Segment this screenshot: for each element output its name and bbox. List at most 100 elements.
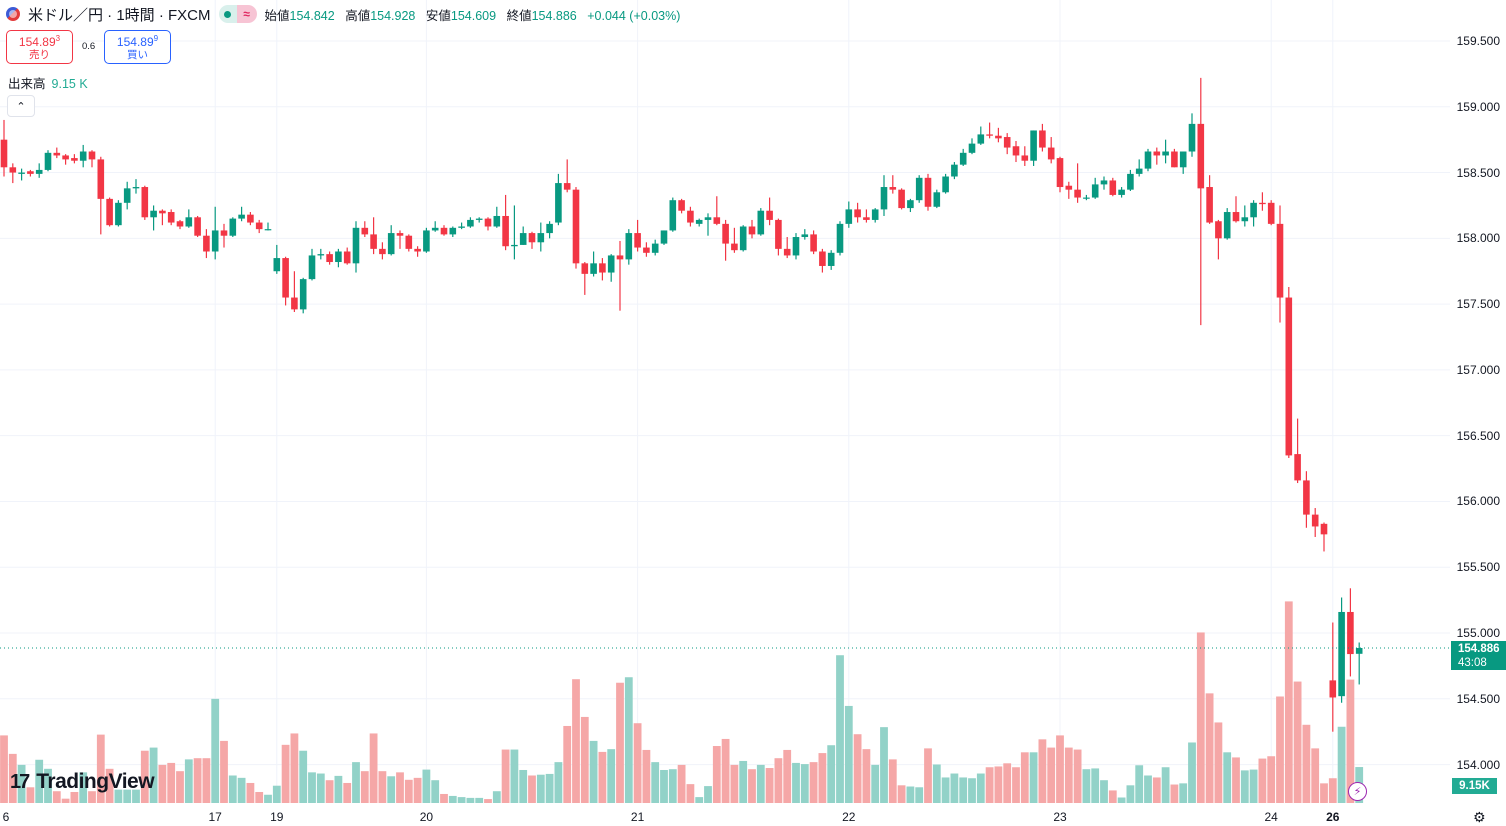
candle-body [863, 217, 870, 220]
volume-bar [448, 795, 457, 803]
candle [273, 244, 281, 274]
candle [1144, 148, 1152, 172]
volume-bar [334, 775, 343, 803]
candle [995, 127, 1002, 143]
candle [1065, 181, 1073, 199]
candle-body [713, 217, 721, 224]
candle [854, 202, 861, 223]
volume-bar [193, 758, 202, 803]
high-label: 高値 [345, 8, 371, 23]
date-tick-label: 6 [2, 810, 10, 824]
candle-body [1083, 197, 1090, 199]
volume-bar [1047, 747, 1056, 803]
volume-bar [1082, 769, 1091, 803]
volume-bar [721, 738, 730, 803]
volume-bar [35, 759, 44, 803]
volume-bar [176, 771, 184, 803]
volume-bar [246, 782, 255, 803]
candle [959, 148, 967, 166]
current-price-label: 154.886 43:08 [1451, 641, 1506, 670]
volume-bar [158, 764, 167, 803]
symbol-title[interactable]: 米ドル／円 · 1時間 · FXCM [28, 6, 211, 24]
candle-body [731, 243, 738, 251]
volume-bar [202, 758, 211, 803]
volume-bar [1196, 632, 1205, 803]
candle [704, 213, 712, 236]
settings-gear-icon[interactable]: ⚙ [1473, 809, 1486, 825]
volume-bar [1100, 780, 1108, 803]
volume-bar [563, 725, 572, 803]
candle-body [854, 209, 861, 218]
date-tick-label: 17 [208, 810, 222, 824]
candle-body [387, 233, 395, 255]
candle-body [880, 187, 888, 210]
volume-bar [853, 734, 862, 803]
candle [431, 221, 439, 232]
candle-body [62, 155, 69, 160]
candle-body [845, 209, 853, 224]
volume-bar [536, 774, 545, 803]
price-tick-label: 157.500 [1456, 297, 1500, 312]
candle [1267, 200, 1275, 226]
volume-bar [1091, 768, 1100, 803]
volume-bar [255, 791, 264, 803]
candle [748, 219, 756, 239]
market-status-badge[interactable]: ≈ [218, 5, 257, 23]
candle [53, 147, 61, 159]
volume-bar [26, 787, 35, 803]
candle [220, 223, 228, 248]
candle [1021, 146, 1029, 166]
candle [18, 168, 25, 181]
volume-bar [1020, 752, 1029, 803]
volume-bar [413, 777, 422, 803]
candle-body [493, 215, 501, 227]
candle-body [933, 192, 941, 207]
buy-price-pip: 9 [153, 34, 159, 43]
volume-bar [924, 748, 932, 803]
volume-bar [686, 784, 695, 803]
price-tick-label: 159.500 [1456, 34, 1500, 48]
buy-button[interactable]: 154.899 買い [104, 30, 171, 64]
volume-bar [1205, 693, 1214, 803]
candle [546, 221, 553, 239]
candle [1320, 522, 1328, 552]
volume-bar [281, 744, 290, 803]
candle-body [1047, 147, 1055, 160]
candle-body [590, 263, 597, 274]
candle [1135, 159, 1143, 177]
candle-body [1091, 184, 1099, 198]
volume-bar [800, 764, 809, 803]
volume-bar [378, 771, 387, 803]
volume-bar [712, 746, 721, 803]
candle-body [299, 279, 307, 310]
volume-bar [1223, 752, 1232, 803]
candle [71, 154, 78, 164]
volume-bar [1108, 790, 1117, 803]
candle-body [1003, 137, 1011, 148]
lightning-icon[interactable]: ⚡︎ [1348, 782, 1367, 801]
volume-bar [959, 777, 968, 803]
candle-body [150, 210, 157, 218]
candle-body [458, 226, 465, 228]
volume-bar [431, 780, 440, 803]
volume-indicator-legend[interactable]: 出来高 9.15 K [8, 73, 88, 92]
volume-bar [220, 740, 228, 803]
sell-button[interactable]: 154.893 売り [6, 30, 73, 64]
tradingview-logo[interactable]: 17 TradingView [10, 770, 155, 794]
candle-body [405, 235, 413, 249]
candle-body [1197, 123, 1205, 189]
volume-bar [985, 767, 994, 803]
candle-body [581, 263, 589, 274]
candle-body [871, 209, 879, 220]
candle [687, 206, 694, 227]
volume-axis-label: 9.15K [1452, 778, 1497, 794]
date-tick-label: 19 [270, 810, 284, 824]
volume-bar [88, 791, 96, 803]
candle [176, 219, 184, 230]
collapse-legend-button[interactable]: ⌃ [7, 95, 35, 117]
candle-body [167, 212, 175, 223]
candle-body [1171, 151, 1178, 168]
volume-bar [149, 747, 158, 803]
candle-body [1338, 611, 1345, 697]
